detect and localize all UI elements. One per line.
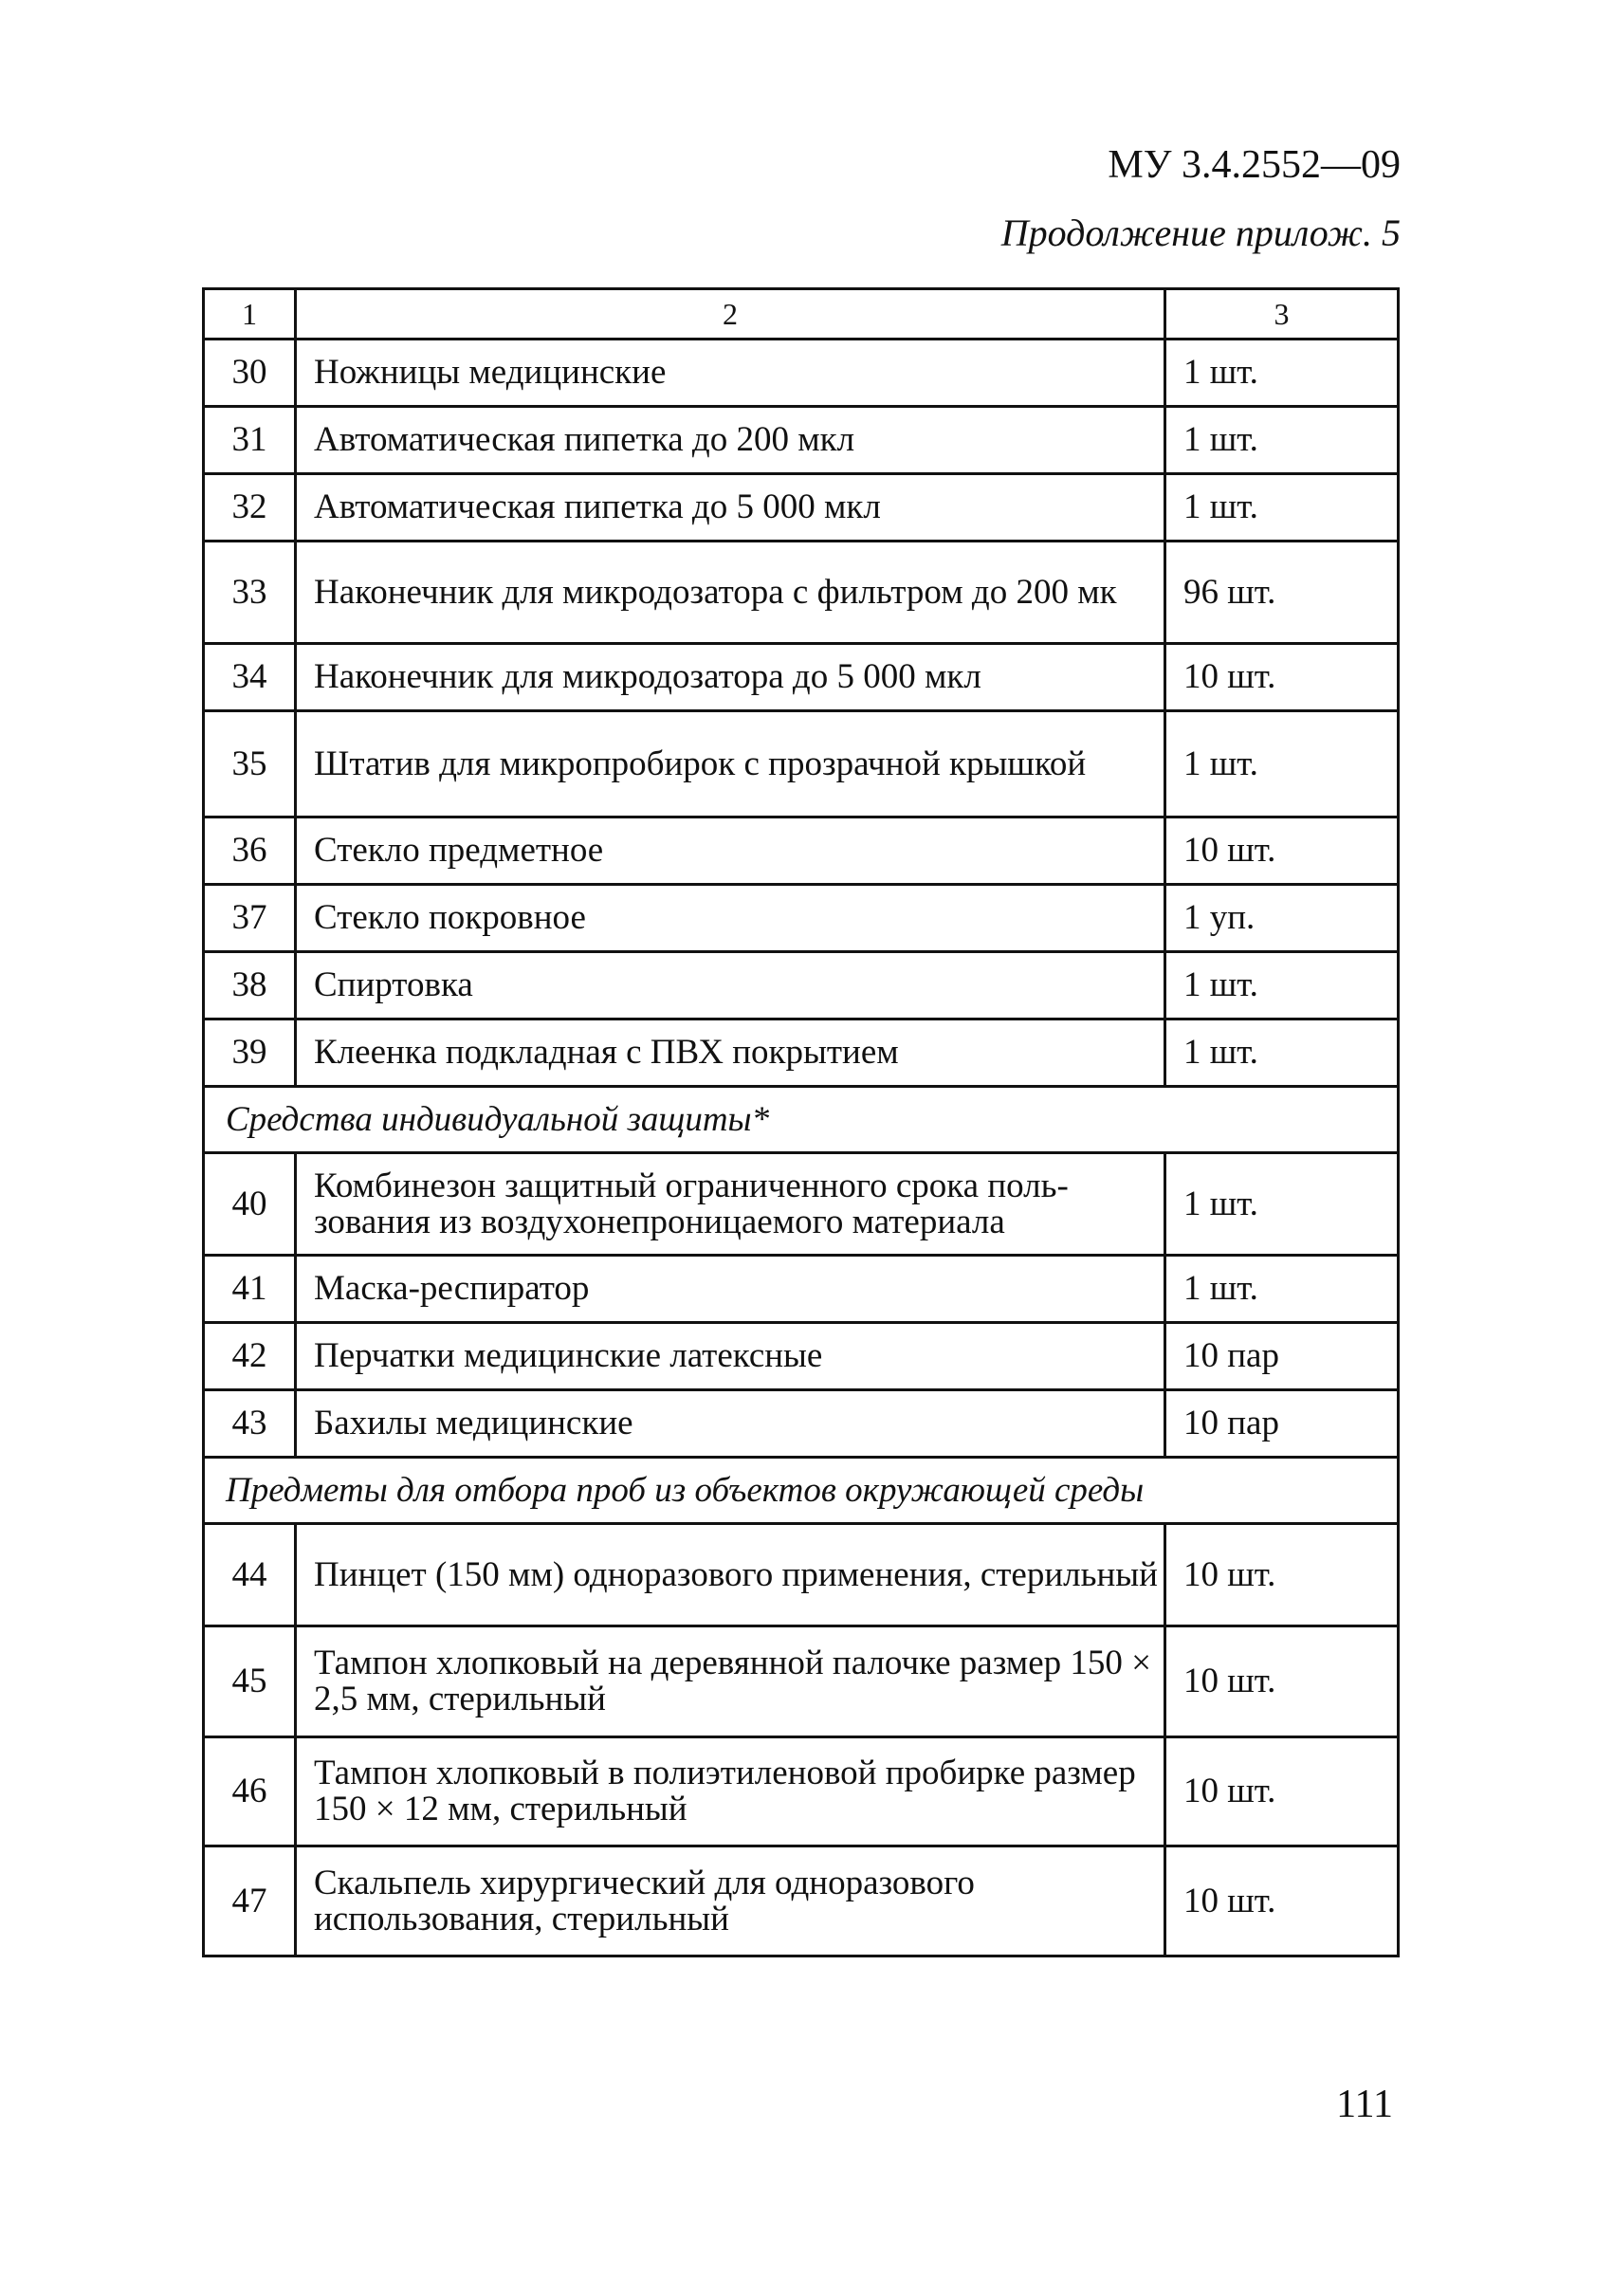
table-row: 36 Стекло предметное 10 шт. [202,816,1400,886]
item-quantity: 10 шт. [1164,1625,1400,1738]
table-row: 31 Автоматическая пипетка до 200 мкл 1 шт. [202,405,1400,475]
item-quantity: 1 шт. [1164,338,1400,408]
item-name: Пинцет (150 мм) одноразового применения,… [294,1522,1166,1627]
table-row: 35 Штатив для микропробирок с прозрачной … [202,709,1400,818]
item-name: Автоматическая пипетка до 200 мкл [294,405,1166,475]
item-number: 40 [202,1151,297,1257]
item-number: 45 [202,1625,297,1738]
column-header: 1 [202,287,297,340]
item-name: Тампон хлопковый в полиэтиленовой пробир… [294,1736,1166,1847]
table-row: 42 Перчатки медицинские латексные 10 пар [202,1321,1400,1391]
item-number: 44 [202,1522,297,1627]
table-row: 40 Комбинезон защитный ограниченного срок… [202,1151,1400,1257]
item-quantity: 1 шт. [1164,472,1400,542]
item-number: 37 [202,883,297,953]
table-row: 37 Стекло покровное 1 уп. [202,883,1400,953]
column-header: 2 [294,287,1166,340]
table-row: 34 Наконечник для микродозатора до 5 000 … [202,642,1400,712]
item-name: Наконечник для микродозатора до 5 000 мк… [294,642,1166,712]
table-row: 43 Бахилы медицинские 10 пар [202,1388,1400,1459]
table-row: 45 Тампон хлопковый на деревянной палочке… [202,1625,1400,1738]
item-quantity: 1 шт. [1164,405,1400,475]
section-row: Средства индивидуальной защиты* [202,1085,1400,1154]
item-name: Клеенка подкладная с ПВХ покрытием [294,1018,1166,1088]
item-number: 31 [202,405,297,475]
item-quantity: 10 шт. [1164,816,1400,886]
item-number: 41 [202,1254,297,1324]
item-name: Наконечник для микродозатора с фильтром … [294,540,1166,645]
item-name: Стекло покровное [294,883,1166,953]
item-name: Маска-респиратор [294,1254,1166,1324]
item-name: Автоматическая пипетка до 5 000 мкл [294,472,1166,542]
item-name: Стекло предметное [294,816,1166,886]
continuation-label: Продолжение прилож. 5 [1000,211,1401,254]
item-number: 43 [202,1388,297,1459]
item-name: Ножницы медицинские [294,338,1166,408]
table-row: 46 Тампон хлопковый в полиэтиленовой проб… [202,1736,1400,1847]
item-quantity: 1 шт. [1164,1151,1400,1257]
item-quantity: 1 шт. [1164,1018,1400,1088]
section-title: Предметы для отбора проб из объектов окр… [202,1456,1400,1525]
item-number: 33 [202,540,297,645]
item-number: 32 [202,472,297,542]
table-row: 32 Автоматическая пипетка до 5 000 мкл 1 ш… [202,472,1400,542]
page-number: 111 [1336,2083,1393,2126]
item-quantity: 10 шт. [1164,1736,1400,1847]
section-title: Средства индивидуальной защиты* [202,1085,1400,1154]
table-row: 30 Ножницы медицинские 1 шт. [202,338,1400,408]
table-row: 33 Наконечник для микродозатора с фильтро… [202,540,1400,645]
table-row: 47 Скальпель хирургический для одноразово… [202,1845,1400,1957]
item-quantity: 1 шт. [1164,950,1400,1020]
item-quantity: 1 шт. [1164,709,1400,818]
item-quantity: 10 шт. [1164,1845,1400,1957]
table-row: 41 Маска-респиратор 1 шт. [202,1254,1400,1324]
table-row: 44 Пинцет (150 мм) одноразового применени… [202,1522,1400,1627]
item-quantity: 1 шт. [1164,1254,1400,1324]
item-quantity: 10 шт. [1164,642,1400,712]
equipment-table: 1 2 3 30 Ножницы медицинские 1 шт. 31 Автома… [202,287,1400,1957]
item-quantity: 10 пар [1164,1388,1400,1459]
item-number: 36 [202,816,297,886]
item-name: Комбинезон защитный ограниченного срока … [294,1151,1166,1257]
section-row: Предметы для отбора проб из объектов окр… [202,1456,1400,1525]
item-name: Скальпель хирургический для одноразового… [294,1845,1166,1957]
item-quantity: 10 пар [1164,1321,1400,1391]
item-name: Штатив для микропробирок с прозрачной кр… [294,709,1166,818]
item-number: 38 [202,950,297,1020]
item-name: Перчатки медицинские латексные [294,1321,1166,1391]
item-number: 35 [202,709,297,818]
item-number: 30 [202,338,297,408]
item-quantity: 10 шт. [1164,1522,1400,1627]
column-header: 3 [1164,287,1400,340]
item-quantity: 96 шт. [1164,540,1400,645]
item-number: 42 [202,1321,297,1391]
item-name: Спиртовка [294,950,1166,1020]
table-row: 39 Клеенка подкладная с ПВХ покрытием 1 шт… [202,1018,1400,1088]
item-quantity: 1 уп. [1164,883,1400,953]
item-number: 34 [202,642,297,712]
item-name: Бахилы медицинские [294,1388,1166,1459]
item-name: Тампон хлопковый на деревянной палочке р… [294,1625,1166,1738]
item-number: 47 [202,1845,297,1957]
document-code: МУ 3.4.2552—09 [1108,143,1401,187]
item-number: 46 [202,1736,297,1847]
table-header-row: 1 2 3 [202,287,1400,340]
item-number: 39 [202,1018,297,1088]
table-row: 38 Спиртовка 1 шт. [202,950,1400,1020]
